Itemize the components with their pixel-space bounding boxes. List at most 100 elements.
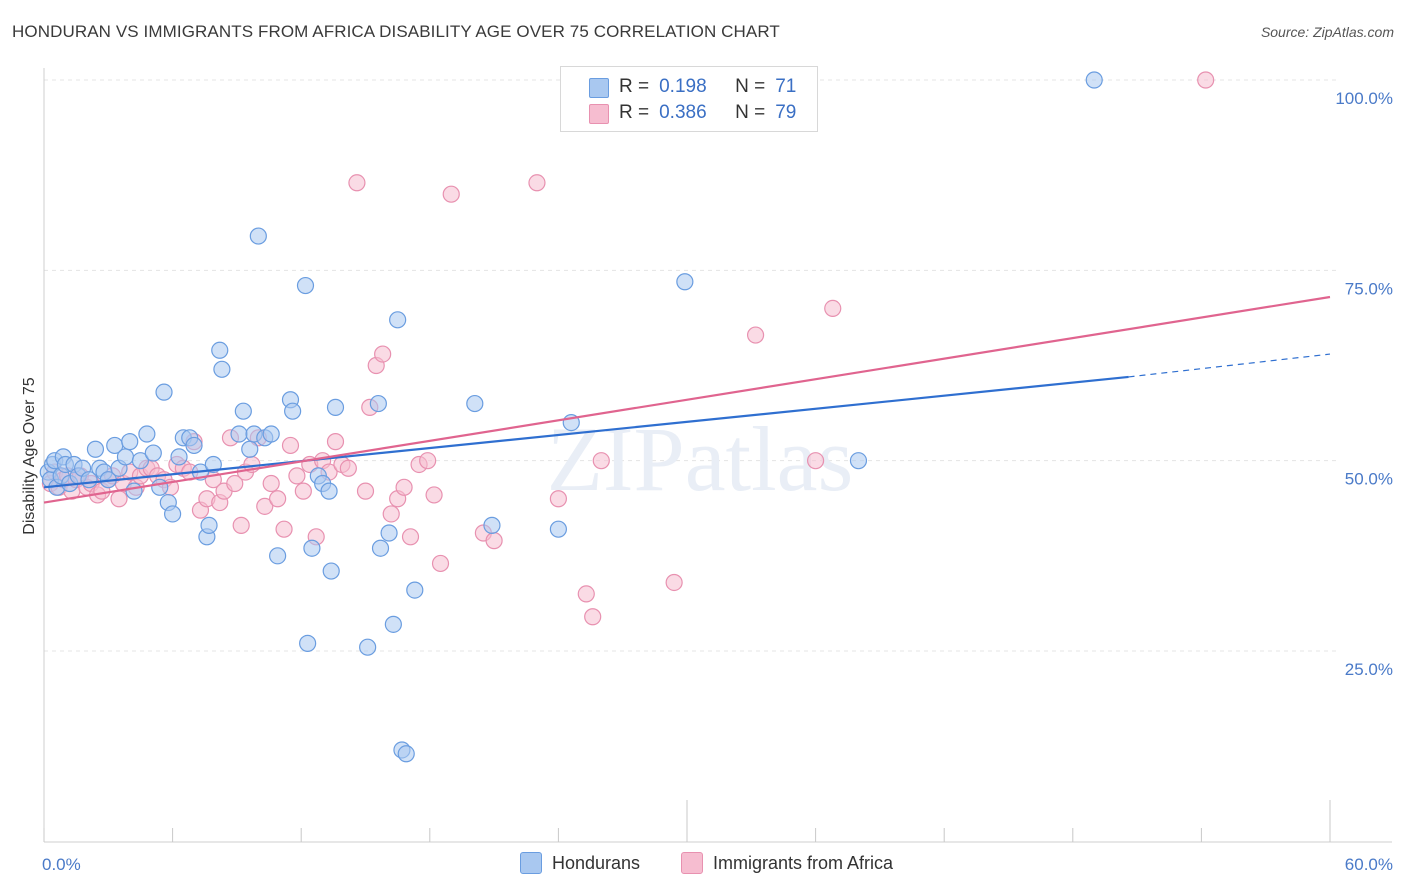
data-point [549,520,568,538]
legend-swatch-africa [589,104,609,124]
data-point [294,482,312,500]
data-point [322,562,340,580]
data-point [213,360,231,378]
x-tick-label: 60.0% [1345,855,1393,874]
grid-lines [44,79,1340,652]
data-point [125,482,143,500]
data-point [234,402,252,420]
data-point [164,505,182,523]
data-point [356,482,375,500]
data-point [528,174,546,192]
data-point [241,440,259,458]
data-point [374,345,392,363]
data-point [110,490,128,508]
legend-swatch-honduran [589,78,609,98]
data-point [369,394,387,413]
data-point [380,524,398,542]
data-point [401,528,420,546]
chart-title: HONDURAN VS IMMIGRANTS FROM AFRICA DISAB… [12,22,780,41]
data-point [288,467,306,485]
data-point [256,497,274,515]
data-point [746,326,765,344]
data-point [151,478,169,496]
data-point [384,615,402,633]
data-point [281,436,300,455]
bottom-swatch-honduran [520,852,542,874]
bottom-swatch-africa [681,852,703,874]
y-axis-title: Disability Age Over 75 [21,377,38,535]
data-point [676,273,694,291]
data-point [584,608,602,626]
data-point [86,440,105,458]
data-point [116,448,135,466]
data-point [485,532,503,550]
y-tick-label: 25.0% [1345,660,1393,679]
bottom-legend-label: Immigrants from Africa [713,852,894,873]
honduran-points [39,71,1103,763]
bottom-legend-africa: Immigrants from Africa [681,852,893,874]
data-point [665,573,683,592]
y-tick-label: 100.0% [1335,89,1393,108]
y-tick-label: 50.0% [1345,470,1393,489]
data-point [121,433,139,451]
data-point [170,448,188,466]
data-point [592,452,610,470]
data-point [1085,71,1103,89]
data-point [849,452,868,470]
data-point [806,452,825,470]
bottom-legend-label: Hondurans [552,852,641,873]
data-point [824,299,842,317]
data-point [419,452,437,470]
honduran-trend-extension [1128,353,1331,378]
data-point [249,227,267,245]
x-tick-labels: 0.0% 60.0% [42,855,1393,874]
data-point [442,185,460,203]
data-point [200,516,218,534]
legend-box: R = 0.198 N = 71 R = 0.386 N = 79 [560,66,818,132]
data-point [371,539,390,557]
data-point [296,276,315,295]
data-point [389,311,407,329]
data-point [348,174,366,192]
data-point [230,425,248,443]
data-point [326,433,345,451]
legend-n-value: 79 [775,102,797,123]
data-point [226,474,244,493]
data-point [211,341,229,359]
honduran-trend-line [43,375,1129,489]
data-point [466,394,484,413]
data-point [204,455,222,474]
data-point [262,474,280,493]
data-point [138,425,156,443]
data-point [262,425,280,443]
data-point [269,547,287,565]
data-point [320,482,338,500]
data-point [144,444,162,462]
legend-r-value: 0.386 [659,102,707,123]
data-point [382,505,400,523]
data-point [577,585,595,603]
africa-trend-line [43,295,1331,504]
data-point [131,452,150,470]
legend-n-label: N = [735,102,766,123]
data-point [284,402,302,420]
y-tick-label: 75.0% [1345,279,1393,298]
source-label: Source: ZipAtlas.com [1260,24,1394,40]
legend-row-africa: R = 0.386 N = 79 [619,101,796,125]
axes [43,68,1392,843]
trend-lines [43,295,1331,504]
data-point [1197,71,1215,89]
data-point [395,478,413,496]
data-point [269,490,287,508]
bottom-legend-honduran: Hondurans [520,852,640,874]
legend-r-label: R = [619,102,650,123]
data-point [303,539,321,557]
legend-r-label: R = [619,76,650,97]
legend-n-value: 71 [775,76,797,97]
legend-row-honduran: R = 0.198 N = 71 [619,75,796,99]
data-point [275,520,293,538]
data-point [425,486,443,504]
y-tick-labels: 25.0% 50.0% 75.0% 100.0% [1335,89,1393,679]
data-point [549,490,568,508]
